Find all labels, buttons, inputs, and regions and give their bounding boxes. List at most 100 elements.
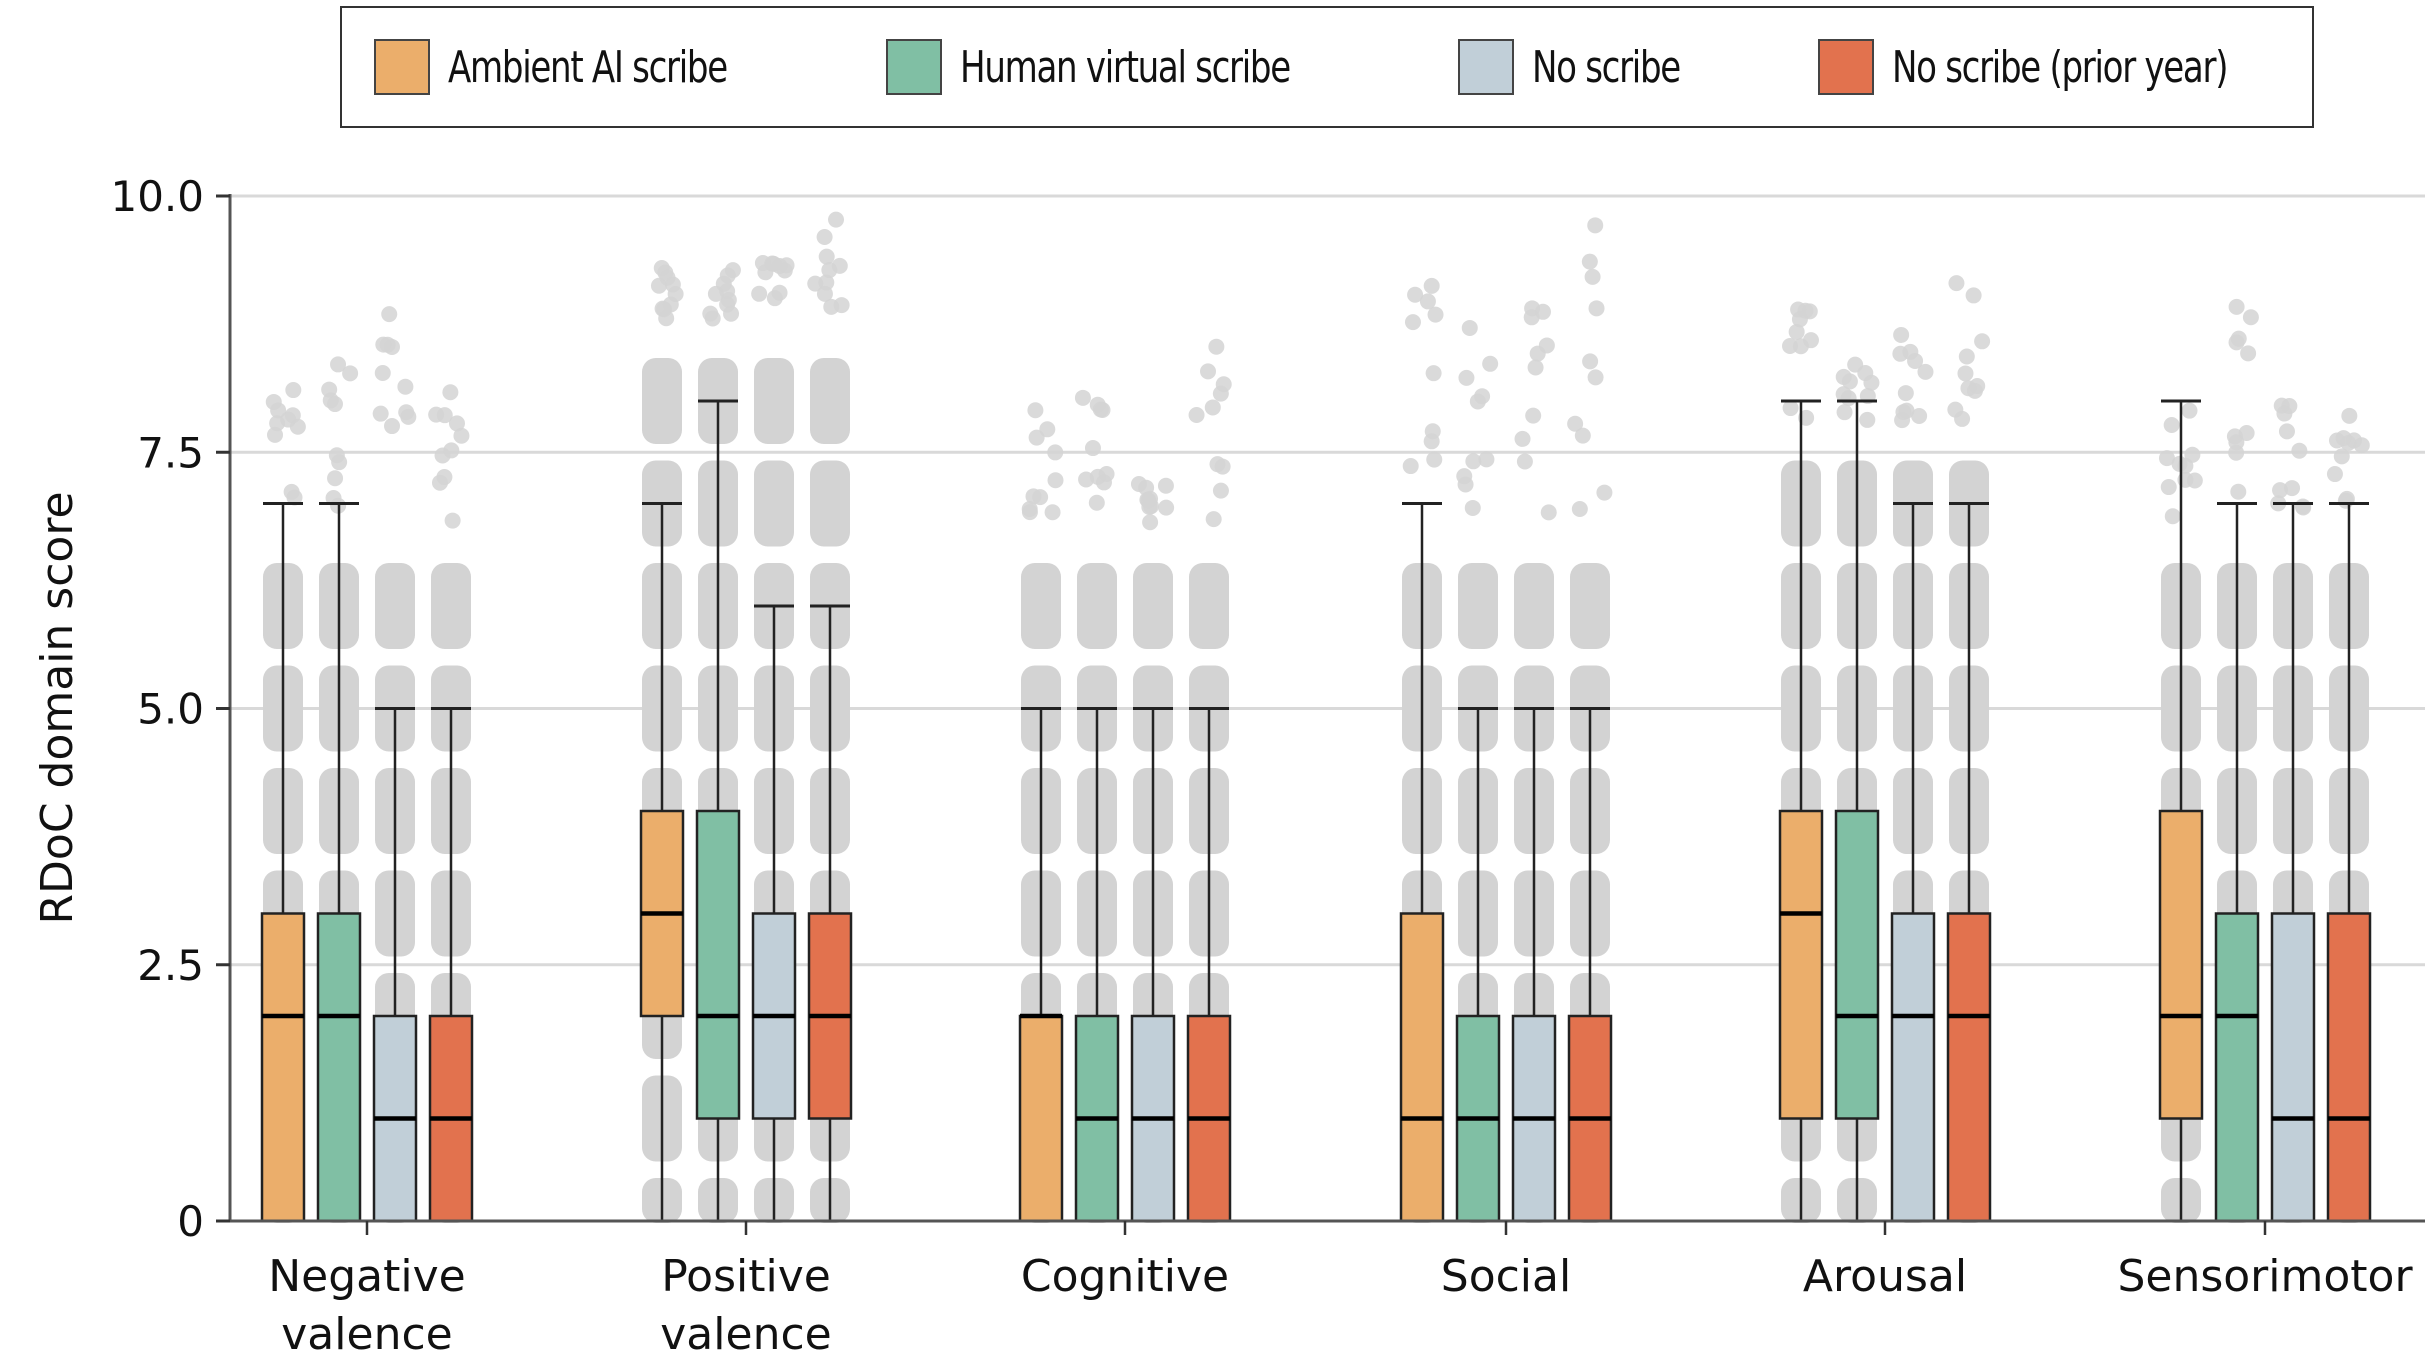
jitter-point (1534, 303, 1551, 320)
box-ambient-ai-scribe-1 (639, 502, 685, 1221)
jitter-point (1948, 275, 1965, 292)
jitter-point (1423, 277, 1440, 294)
jitter-point (1571, 500, 1588, 517)
y-tick-label: 0 (177, 1197, 204, 1246)
jitter-point (397, 378, 414, 395)
jitter-point (1028, 429, 1045, 446)
jitter-band (754, 460, 794, 547)
jitter-point (2291, 442, 2308, 459)
jitter-band (375, 562, 415, 650)
jitter-point (1567, 415, 1584, 432)
jitter-point (1965, 287, 1982, 304)
jitter-point (2226, 428, 2243, 445)
jitter-point (1782, 400, 1799, 417)
jitter-point (2272, 482, 2289, 499)
jitter-point (1859, 411, 1876, 428)
jitter-point (2328, 432, 2345, 449)
jitter-point (816, 285, 833, 302)
jitter-point (1025, 488, 1042, 505)
jitter-point (436, 407, 453, 424)
jitter-point (1788, 323, 1805, 340)
jitter-point (436, 469, 453, 486)
box-ambient-ai-scribe-5 (2158, 399, 2204, 1221)
jitter-point (1478, 451, 1495, 468)
jitter-point (2160, 479, 2177, 496)
jitter-point (2353, 437, 2370, 454)
box (316, 912, 362, 1223)
jitter-point (1084, 440, 1101, 457)
legend-item-no-scribe-prior-year: No scribe (prior year) (1818, 39, 2282, 95)
box-human-virtual-scribe-4 (1834, 399, 1880, 1221)
jitter-point (1404, 314, 1421, 331)
jitter-point (1902, 343, 1919, 360)
jitter-band (1077, 562, 1117, 650)
jitter-point (1581, 253, 1598, 270)
x-tick-label: Social (1441, 1251, 1571, 1302)
y-tick-label: 5.0 (137, 685, 204, 734)
jitter-point (1047, 472, 1064, 489)
jitter-band (1189, 562, 1229, 650)
y-tick-label: 2.5 (137, 941, 204, 990)
jitter-point (656, 301, 673, 318)
jitter-point (751, 285, 768, 302)
legend-item-no-scribe: No scribe (1458, 39, 1704, 95)
legend-swatch-ambient-ai-scribe (374, 39, 430, 95)
y-tick-label: 10.0 (110, 172, 204, 221)
jitter-point (265, 393, 282, 410)
jitter-band (1458, 562, 1498, 650)
jitter-point (1425, 365, 1442, 382)
chart-legend: Ambient AI scribe Human virtual scribe N… (340, 6, 2314, 128)
box (1778, 809, 1824, 1120)
box-no-scribe-prior-year--2 (1186, 707, 1232, 1223)
jitter-point (1514, 430, 1531, 447)
jitter-point (283, 483, 300, 500)
jitter-point (453, 427, 470, 444)
jitter-point (707, 285, 724, 302)
x-tick-label: Cognitive (1021, 1251, 1229, 1302)
jitter-point (1587, 369, 1604, 386)
jitter-point (2242, 309, 2259, 326)
jitter-band (1570, 562, 1610, 650)
box-no-scribe-0 (372, 707, 418, 1223)
jitter-point (330, 356, 347, 373)
jitter-band (431, 562, 471, 650)
jitter-point (327, 470, 344, 487)
jitter-point (1130, 475, 1147, 492)
jitter-point (1424, 423, 1441, 440)
jitter-band (810, 460, 850, 547)
jitter-point (1538, 337, 1555, 354)
jitter-point (285, 382, 302, 399)
legend-label: Ambient AI scribe (448, 41, 728, 93)
jitter-point (821, 262, 838, 279)
box-no-scribe-prior-year--5 (2326, 502, 2372, 1223)
jitter-point (331, 454, 348, 471)
jitter-point (778, 257, 795, 274)
jitter-point (381, 306, 398, 323)
jitter-point (1141, 498, 1158, 515)
box (2326, 912, 2372, 1223)
box (1890, 912, 1936, 1223)
box (1834, 809, 1880, 1120)
jitter-point (1894, 412, 1911, 429)
box-human-virtual-scribe-5 (2214, 502, 2260, 1223)
jitter-point (1574, 427, 1591, 444)
legend-item-ambient-ai-scribe: Ambient AI scribe (374, 39, 772, 95)
x-tick-label: Positive (661, 1251, 831, 1302)
jitter-point (1588, 300, 1605, 317)
box (1946, 912, 1992, 1223)
jitter-point (267, 426, 284, 443)
jitter-point (1482, 355, 1499, 372)
jitter-point (1790, 301, 1807, 318)
jitter-point (2341, 407, 2358, 424)
jitter-point (1516, 453, 1533, 470)
box-ambient-ai-scribe-0 (260, 502, 306, 1223)
jitter-point (771, 284, 788, 301)
jitter-point (400, 408, 417, 425)
x-tick-label: valence (660, 1309, 831, 1360)
x-tick-label: Arousal (1803, 1251, 1967, 1302)
jitter-point (1074, 389, 1091, 406)
jitter-point (2164, 508, 2181, 525)
jitter-point (2158, 450, 2175, 467)
box-no-scribe-4 (1890, 502, 1936, 1223)
